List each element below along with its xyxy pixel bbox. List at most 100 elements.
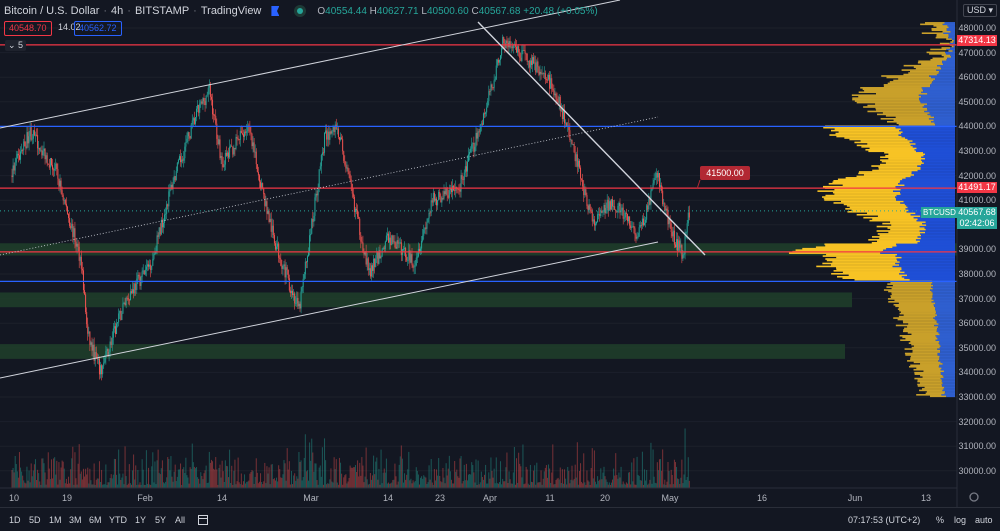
candle-body: [76, 243, 78, 247]
candle-body: [11, 175, 13, 178]
profile-up-bar: [871, 241, 918, 244]
profile-up-bar: [901, 69, 937, 71]
clock[interactable]: 07:17:53 (UTC+2): [848, 515, 921, 525]
volume-bar: [276, 477, 278, 488]
percent-toggle[interactable]: %: [936, 515, 945, 525]
candle-body: [125, 297, 127, 305]
volume-bar: [182, 469, 184, 488]
interval[interactable]: 4h: [111, 5, 124, 17]
price-axis-bg[interactable]: [957, 0, 1000, 507]
currency-select[interactable]: USD ▾: [963, 4, 998, 17]
candle-body: [495, 65, 497, 80]
range-button-1m[interactable]: 1M: [49, 515, 62, 525]
candle-body: [573, 144, 575, 153]
candle-body: [559, 96, 561, 111]
candle-body: [580, 167, 582, 179]
range-button-5d[interactable]: 5D: [29, 515, 41, 525]
candle-body: [680, 245, 682, 248]
candle-body: [352, 193, 354, 197]
profile-down-bar: [892, 246, 955, 249]
volume-bar: [55, 474, 57, 488]
profile-up-bar: [872, 218, 918, 220]
price-chart[interactable]: [0, 0, 1000, 507]
target-price-label[interactable]: 41500.00: [700, 166, 750, 180]
volume-bar: [665, 484, 667, 488]
horizontal-levels[interactable]: [0, 44, 957, 282]
range-button-ytd[interactable]: YTD: [109, 515, 127, 525]
candle-body: [511, 46, 513, 49]
volume-bar: [527, 483, 529, 488]
profile-down-bar: [939, 358, 955, 361]
candle-body: [549, 74, 551, 89]
range-button-5y[interactable]: 5Y: [155, 515, 167, 525]
date-range-icon[interactable]: [197, 513, 209, 526]
range-button-3m[interactable]: 3M: [69, 515, 82, 525]
candle-body: [222, 163, 224, 168]
profile-up-bar: [845, 208, 906, 210]
trend-lines[interactable]: [0, 0, 706, 379]
profile-down-bar: [927, 103, 955, 105]
candle-body: [157, 235, 159, 237]
indicators-toggle[interactable]: ⌄ 5: [5, 40, 27, 51]
range-button-1d[interactable]: 1D: [9, 515, 21, 525]
profile-up-bar: [895, 305, 935, 308]
candle-body: [670, 223, 672, 233]
candle-body: [151, 265, 153, 271]
volume-bar: [377, 479, 379, 488]
volume-bar: [207, 482, 209, 488]
volume-bar: [417, 474, 419, 488]
candle-body: [276, 246, 278, 250]
volume-bar: [358, 476, 360, 488]
candle-body: [584, 189, 586, 196]
profile-up-bar: [861, 146, 913, 148]
volume-bar: [528, 484, 530, 488]
volume-bar: [619, 477, 621, 488]
candle-body: [306, 256, 308, 263]
candle-body: [666, 208, 668, 212]
volume-bar: [590, 467, 592, 488]
auto-toggle[interactable]: auto: [975, 515, 993, 525]
candle-body: [649, 198, 651, 205]
range-button-1y[interactable]: 1Y: [135, 515, 147, 525]
profile-up-bar: [847, 211, 907, 213]
candle-body: [608, 201, 610, 211]
settings-icon[interactable]: [967, 490, 981, 504]
volume-bar: [171, 476, 173, 488]
range-button-6m[interactable]: 6M: [89, 515, 102, 525]
candle-body: [587, 205, 589, 210]
range-button-all[interactable]: All: [175, 515, 186, 525]
volume-bar: [263, 481, 265, 488]
symbol-header[interactable]: Bitcoin / U.S. Dollar · 4h · BITSTAMP · Tra…: [4, 5, 598, 17]
volume-bar: [405, 479, 407, 488]
volume-bar: [625, 482, 627, 488]
flag-icon[interactable]: [271, 6, 280, 16]
candle-body: [553, 90, 555, 96]
profile-down-bar: [940, 368, 955, 371]
log-toggle[interactable]: log: [954, 515, 967, 525]
candle-body: [136, 278, 138, 290]
volume-bar: [96, 478, 98, 488]
profile-up-bar: [844, 137, 906, 139]
profile-up-bar: [835, 132, 902, 135]
sell-button[interactable]: 40548.70: [4, 21, 52, 36]
candle-body: [175, 171, 177, 181]
profile-down-bar: [951, 56, 955, 58]
profile-down-bar: [948, 26, 955, 29]
profile-down-bar: [939, 340, 955, 343]
profile-up-bar: [872, 169, 918, 172]
candle-body: [535, 62, 537, 73]
candle-body: [644, 222, 646, 226]
price-axis-label: 38000.00: [958, 269, 996, 279]
candle-body: [189, 136, 191, 139]
volume-bar: [614, 475, 616, 488]
volume-bar: [362, 465, 364, 488]
buy-button[interactable]: 40562.72: [74, 21, 122, 36]
candle-body: [117, 322, 119, 324]
profile-up-bar: [893, 79, 934, 82]
volume-bar: [363, 482, 365, 488]
candle-body: [438, 191, 440, 201]
candle-body: [231, 145, 233, 147]
candle-body: [530, 60, 532, 65]
symbol-name[interactable]: Bitcoin / U.S. Dollar: [4, 5, 100, 17]
volume-bar: [101, 469, 103, 488]
